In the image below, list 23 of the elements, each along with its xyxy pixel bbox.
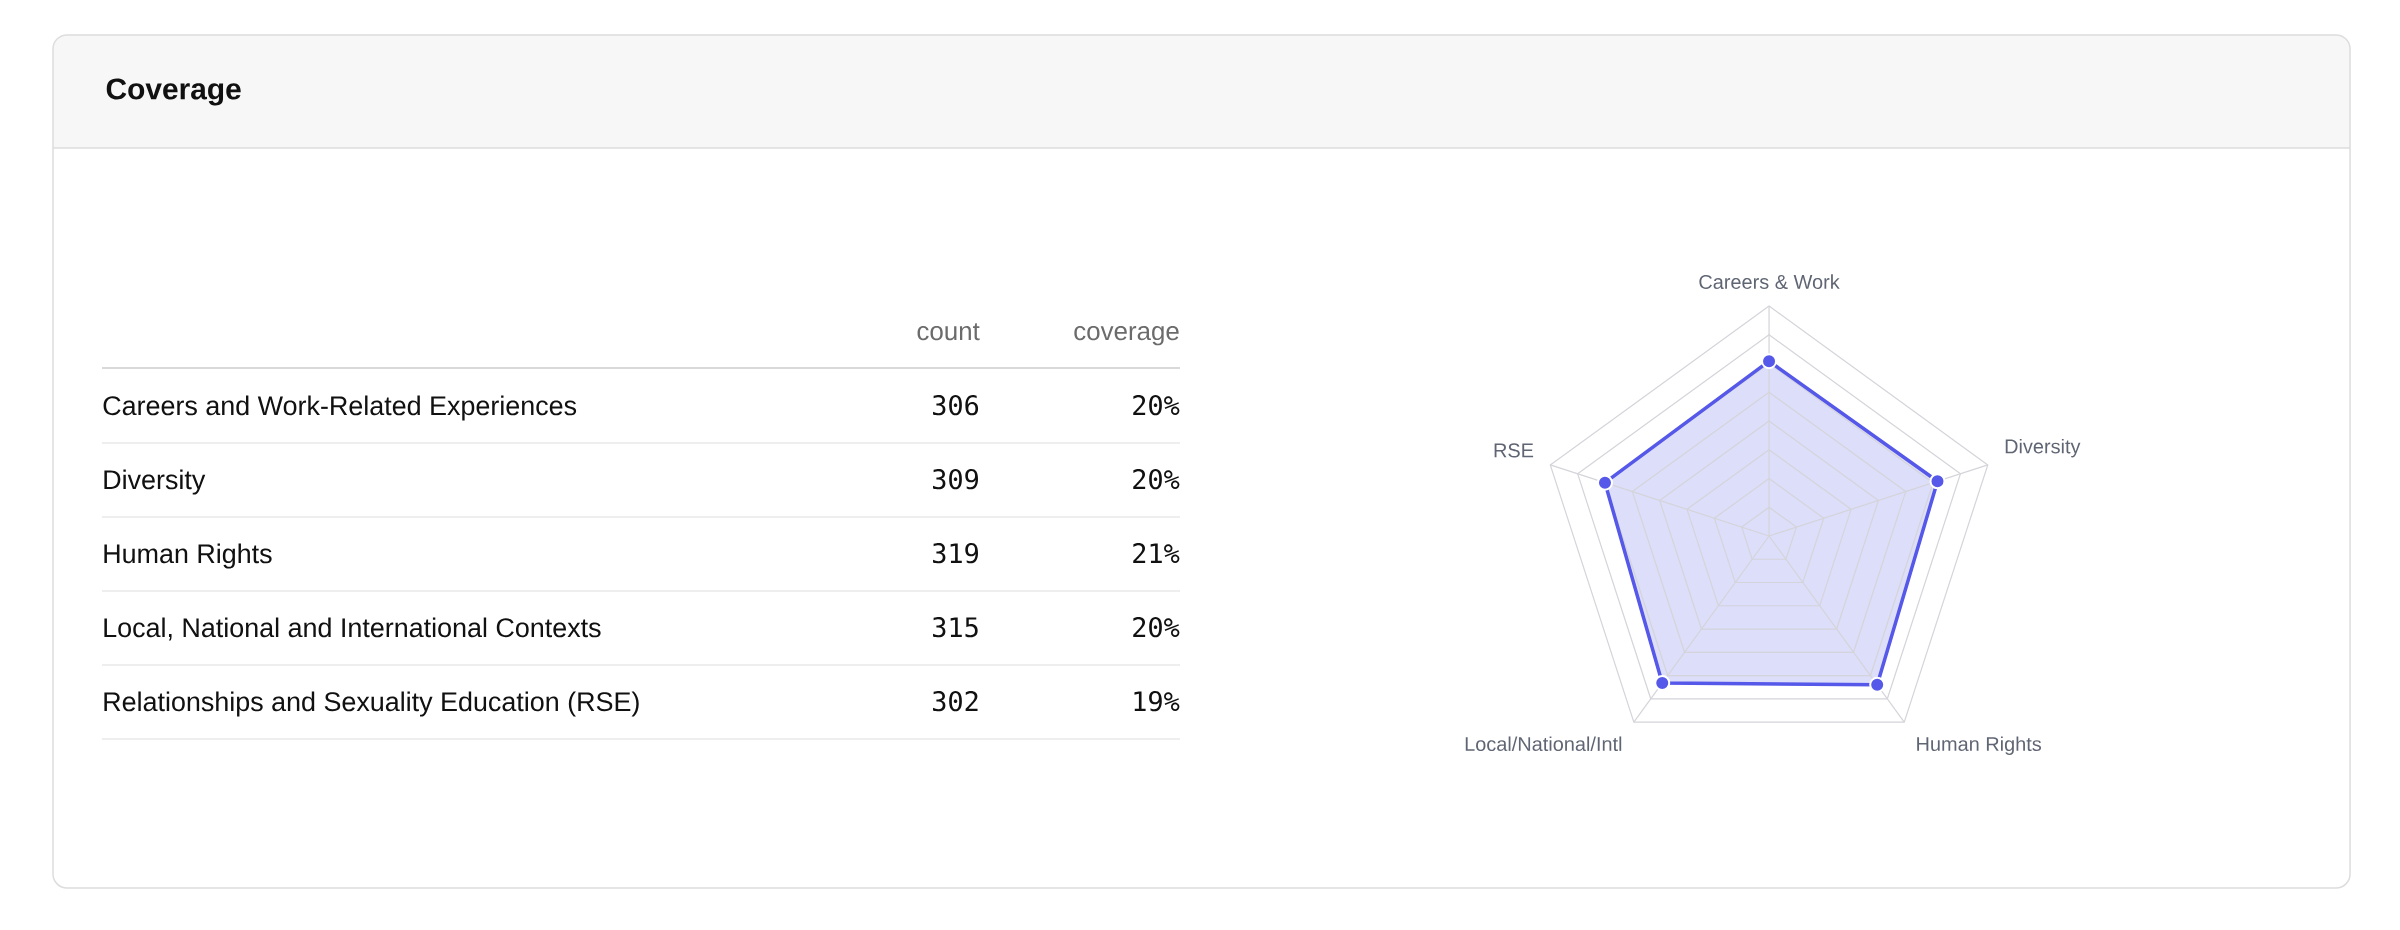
data-label: 20% <box>1133 469 1180 490</box>
spoke-label: Diversity <box>2005 438 2081 458</box>
category-label: Careers and Work-Related Experiences <box>103 395 577 421</box>
data-label: 21% <box>1133 543 1180 563</box>
spoke-label: Human Rights <box>1917 736 2042 756</box>
data-label: 302 <box>933 691 978 712</box>
category-label: Local, National and International Contexts <box>104 617 601 641</box>
data-label: 19% <box>1134 691 1180 712</box>
data-label: 309 <box>933 469 978 490</box>
text: Coverage <box>106 78 241 106</box>
spoke-label: Local/National/Intl <box>1465 736 1622 752</box>
category-label: Diversity <box>104 469 206 495</box>
data-label: 315 <box>933 617 978 638</box>
data-label: 306 <box>933 395 979 416</box>
text: coverage <box>1074 326 1179 346</box>
data-label: 319 <box>933 543 978 564</box>
category-label: Relationships and Sexuality Education (RSE) <box>104 691 639 717</box>
text: count <box>917 323 980 341</box>
spoke-label: RSE <box>1494 443 1534 458</box>
category-label: Human Rights <box>104 543 272 569</box>
data-label: 20% <box>1133 617 1180 638</box>
data-label: 20% <box>1133 395 1180 416</box>
spoke-label: Careers & Work <box>1699 274 1840 289</box>
